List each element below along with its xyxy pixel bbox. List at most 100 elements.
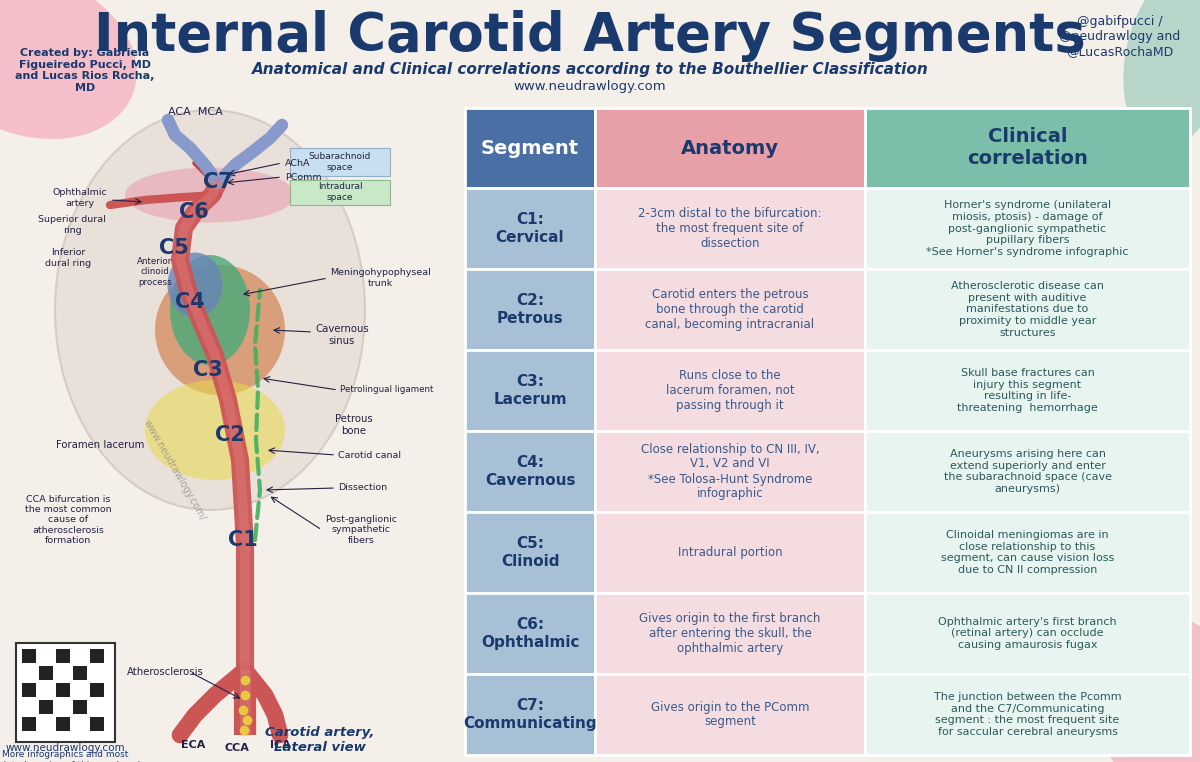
Text: C2:
Petrous: C2: Petrous [497, 293, 563, 325]
Text: ICA: ICA [270, 740, 290, 750]
FancyBboxPatch shape [290, 148, 390, 176]
Text: 2-3cm distal to the bifurcation:
the most frequent site of
dissection: 2-3cm distal to the bifurcation: the mos… [638, 207, 822, 250]
Ellipse shape [125, 168, 295, 223]
FancyBboxPatch shape [865, 350, 1190, 431]
FancyBboxPatch shape [38, 666, 53, 680]
Text: ECA: ECA [181, 740, 205, 750]
FancyBboxPatch shape [56, 717, 70, 731]
FancyBboxPatch shape [22, 683, 36, 697]
Text: Anatomical and Clinical correlations according to the Bouthellier Classification: Anatomical and Clinical correlations acc… [252, 62, 929, 77]
Ellipse shape [145, 380, 286, 480]
Text: Skull base fractures can
injury this segment
resulting in life-
threatening  hem: Skull base fractures can injury this seg… [958, 368, 1098, 413]
Text: CCA bifurcation is
the most common
cause of
atherosclerosis
formation: CCA bifurcation is the most common cause… [25, 495, 112, 546]
FancyBboxPatch shape [466, 108, 595, 188]
Text: Clinoidal meningiomas are in
close relationship to this
segment, can cause visio: Clinoidal meningiomas are in close relat… [941, 530, 1114, 575]
FancyBboxPatch shape [865, 593, 1190, 674]
Text: More infographics and most
updated version of this one here!: More infographics and most updated versi… [0, 751, 140, 762]
FancyBboxPatch shape [865, 269, 1190, 350]
FancyBboxPatch shape [595, 188, 865, 269]
Ellipse shape [168, 252, 222, 318]
FancyBboxPatch shape [595, 350, 865, 431]
Text: C1:
Cervical: C1: Cervical [496, 213, 564, 245]
Text: Inferior
dural ring: Inferior dural ring [44, 248, 91, 267]
FancyBboxPatch shape [73, 666, 88, 680]
Ellipse shape [170, 255, 250, 365]
Text: C7:
Communicating: C7: Communicating [463, 698, 596, 731]
Text: Ophthalmic artery's first branch
(retinal artery) can occlude
causing amaurosis : Ophthalmic artery's first branch (retina… [938, 617, 1117, 650]
Text: Carotid enters the petrous
bone through the carotid
canal, becoming intracranial: Carotid enters the petrous bone through … [646, 288, 815, 331]
Text: Subarachnoid
space: Subarachnoid space [308, 152, 371, 171]
Text: Carotid artery,
Lateral view: Carotid artery, Lateral view [265, 726, 374, 754]
Text: Dissection: Dissection [338, 484, 388, 492]
FancyBboxPatch shape [865, 108, 1190, 188]
FancyBboxPatch shape [90, 683, 104, 697]
Text: The junction between the Pcomm
and the C7/Communicating
segment : the most frequ: The junction between the Pcomm and the C… [934, 692, 1121, 737]
Text: Atherosclerotic disease can
present with auditive
manifestations due to
proximit: Atherosclerotic disease can present with… [952, 281, 1104, 338]
Text: Carotid canal: Carotid canal [338, 450, 401, 459]
Text: Gives origin to the first branch
after entering the skull, the
ophthalmic artery: Gives origin to the first branch after e… [640, 612, 821, 655]
Text: Runs close to the
lacerum foramen, not
passing through it: Runs close to the lacerum foramen, not p… [666, 369, 794, 412]
FancyBboxPatch shape [466, 188, 595, 269]
FancyBboxPatch shape [595, 269, 865, 350]
Text: Meningohypophyseal
trunk: Meningohypophyseal trunk [330, 268, 431, 288]
Text: Petrolingual ligament: Petrolingual ligament [340, 386, 433, 395]
FancyBboxPatch shape [73, 700, 88, 714]
Text: C5: C5 [160, 238, 188, 258]
Text: C3:
Lacerum: C3: Lacerum [493, 374, 566, 407]
Text: Segment: Segment [481, 139, 580, 158]
Text: www.neudrawlogy.com: www.neudrawlogy.com [514, 80, 666, 93]
Ellipse shape [1090, 615, 1200, 762]
Text: @gabifpucci /
@neudrawlogy and
@LucasRochaMD: @gabifpucci / @neudrawlogy and @LucasRoc… [1060, 15, 1181, 58]
Text: www.neudrawlogy.com/: www.neudrawlogy.com/ [142, 418, 208, 522]
Text: C1: C1 [228, 530, 258, 550]
FancyBboxPatch shape [56, 649, 70, 663]
Text: C6:
Ophthalmic: C6: Ophthalmic [481, 617, 580, 650]
Text: www.neudrawlogy.com: www.neudrawlogy.com [5, 743, 125, 753]
Text: C4: C4 [175, 292, 205, 312]
Text: Foramen lacerum: Foramen lacerum [56, 440, 144, 450]
Text: Created by: Gabriela
Figueiredo Pucci, MD
and Lucas Rios Rocha,
MD: Created by: Gabriela Figueiredo Pucci, M… [16, 48, 155, 93]
Text: AChA: AChA [286, 158, 311, 168]
Ellipse shape [1123, 0, 1200, 149]
FancyBboxPatch shape [466, 350, 595, 431]
Text: Atherosclerosis: Atherosclerosis [126, 667, 204, 677]
FancyBboxPatch shape [16, 643, 115, 742]
Text: C4:
Cavernous: C4: Cavernous [485, 456, 575, 488]
Ellipse shape [155, 265, 286, 395]
FancyBboxPatch shape [22, 717, 36, 731]
Text: C5:
Clinoid: C5: Clinoid [500, 536, 559, 568]
FancyBboxPatch shape [595, 512, 865, 593]
FancyBboxPatch shape [90, 649, 104, 663]
Text: Cavernous
sinus: Cavernous sinus [314, 324, 368, 346]
Text: C7: C7 [203, 172, 233, 192]
FancyBboxPatch shape [466, 269, 595, 350]
FancyBboxPatch shape [466, 512, 595, 593]
Text: Clinical
correlation: Clinical correlation [967, 127, 1088, 168]
FancyBboxPatch shape [466, 593, 595, 674]
Text: Internal Carotid Artery Segments: Internal Carotid Artery Segments [94, 10, 1086, 62]
Text: Petrous
bone: Petrous bone [335, 415, 373, 436]
FancyBboxPatch shape [865, 512, 1190, 593]
Text: Superior dural
ring: Superior dural ring [38, 216, 106, 235]
Text: Horner's syndrome (unilateral
miosis, ptosis) - damage of
post-ganglionic sympat: Horner's syndrome (unilateral miosis, pt… [926, 200, 1129, 257]
Text: PComm: PComm [286, 172, 322, 181]
FancyBboxPatch shape [865, 188, 1190, 269]
FancyBboxPatch shape [22, 649, 36, 663]
Text: ACA  MCA: ACA MCA [168, 107, 222, 117]
FancyBboxPatch shape [90, 717, 104, 731]
Text: Aneurysms arising here can
extend superiorly and enter
the subarachnoid space (c: Aneurysms arising here can extend superi… [943, 449, 1111, 494]
FancyBboxPatch shape [290, 180, 390, 205]
Text: CCA: CCA [224, 743, 250, 753]
Text: C3: C3 [193, 360, 223, 380]
FancyBboxPatch shape [595, 431, 865, 512]
FancyBboxPatch shape [466, 431, 595, 512]
Text: C2: C2 [215, 425, 245, 445]
Text: Post-ganglionic
sympathetic
fibers: Post-ganglionic sympathetic fibers [325, 515, 397, 545]
Text: Close relationship to CN III, IV,
V1, V2 and VI
*See Tolosa-Hunt Syndrome
infogr: Close relationship to CN III, IV, V1, V2… [641, 443, 820, 501]
FancyBboxPatch shape [595, 108, 865, 188]
FancyBboxPatch shape [595, 593, 865, 674]
FancyBboxPatch shape [865, 431, 1190, 512]
Text: Ophthalmic
artery: Ophthalmic artery [53, 188, 107, 208]
FancyBboxPatch shape [38, 700, 53, 714]
Text: Anatomy: Anatomy [682, 139, 779, 158]
